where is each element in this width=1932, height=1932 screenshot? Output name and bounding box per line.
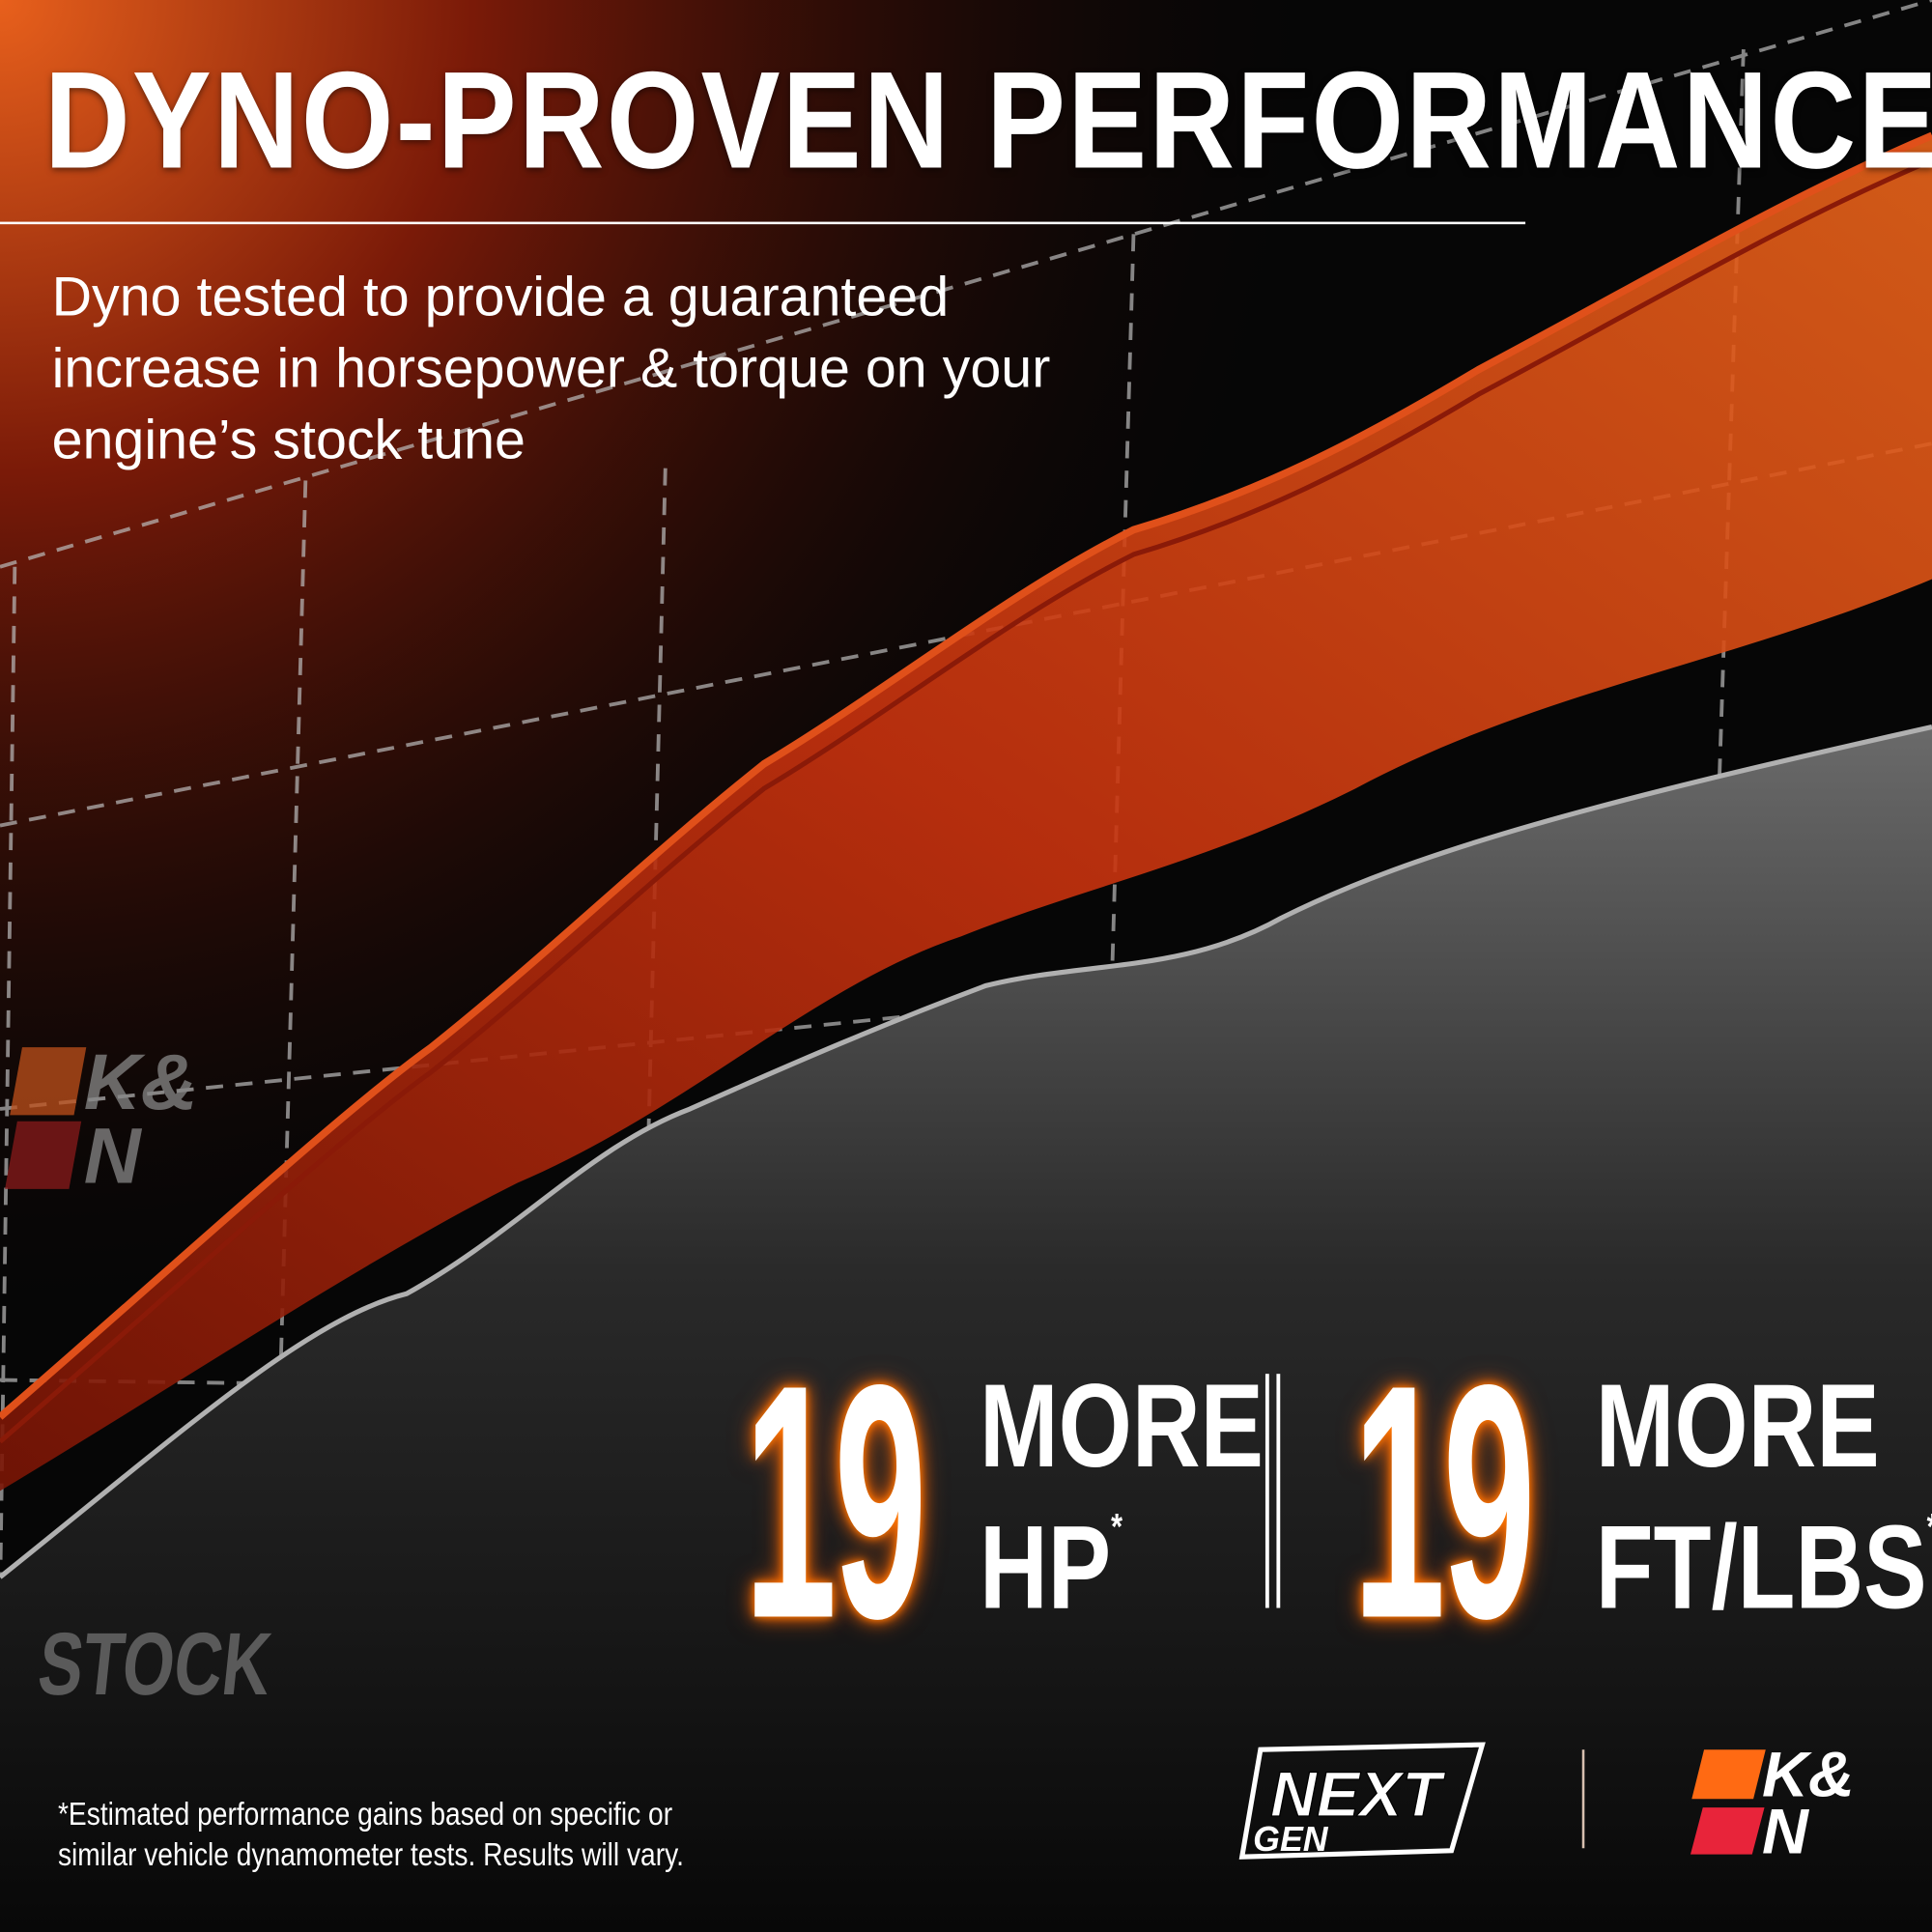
stock-curve-fill xyxy=(0,726,1932,1932)
hp-asterisk: * xyxy=(1111,1506,1123,1548)
torque-unit: FT/LBS xyxy=(1595,1501,1927,1634)
hp-label-line1: MORE xyxy=(980,1360,1264,1492)
svg-text:K&: K& xyxy=(1762,1740,1855,1811)
performance-band-edge-shadow xyxy=(0,157,1932,1444)
hp-unit: HP xyxy=(980,1501,1112,1634)
torque-gain-value: 19 xyxy=(1352,1317,1536,1689)
footnote: *Estimated performance gains based on sp… xyxy=(57,1795,684,1873)
torque-label-line2: FT/LBS* xyxy=(1596,1509,1932,1627)
hp-gain-value: 19 xyxy=(744,1317,926,1689)
nextgen-logo: NEXT GEN xyxy=(1238,1742,1486,1860)
logo-divider xyxy=(1581,1749,1585,1849)
kn-watermark-logo: K& N xyxy=(5,1038,198,1200)
stock-curve-line xyxy=(0,724,1932,1579)
svg-text:K&: K& xyxy=(84,1038,198,1126)
subheadline: Dyno tested to provide a guaranteed incr… xyxy=(51,265,1051,471)
headline-divider xyxy=(0,221,1526,225)
stock-curve-label: STOCK xyxy=(34,1615,276,1715)
performance-band xyxy=(0,135,1932,1492)
svg-text:N: N xyxy=(1762,1796,1810,1857)
hp-label-line2: HP* xyxy=(980,1509,1122,1627)
svg-text:NEXT: NEXT xyxy=(1270,1759,1446,1831)
torque-asterisk: * xyxy=(1927,1507,1932,1548)
performance-band-edge xyxy=(0,131,1932,1420)
headline: DYNO-PROVEN PERFORMANCE xyxy=(43,43,1932,198)
stats-divider xyxy=(1264,1374,1281,1608)
torque-label-line1: MORE xyxy=(1595,1360,1880,1492)
kn-logo: K& N xyxy=(1690,1740,1855,1857)
svg-text:N: N xyxy=(84,1112,143,1200)
svg-text:GEN: GEN xyxy=(1253,1820,1329,1859)
